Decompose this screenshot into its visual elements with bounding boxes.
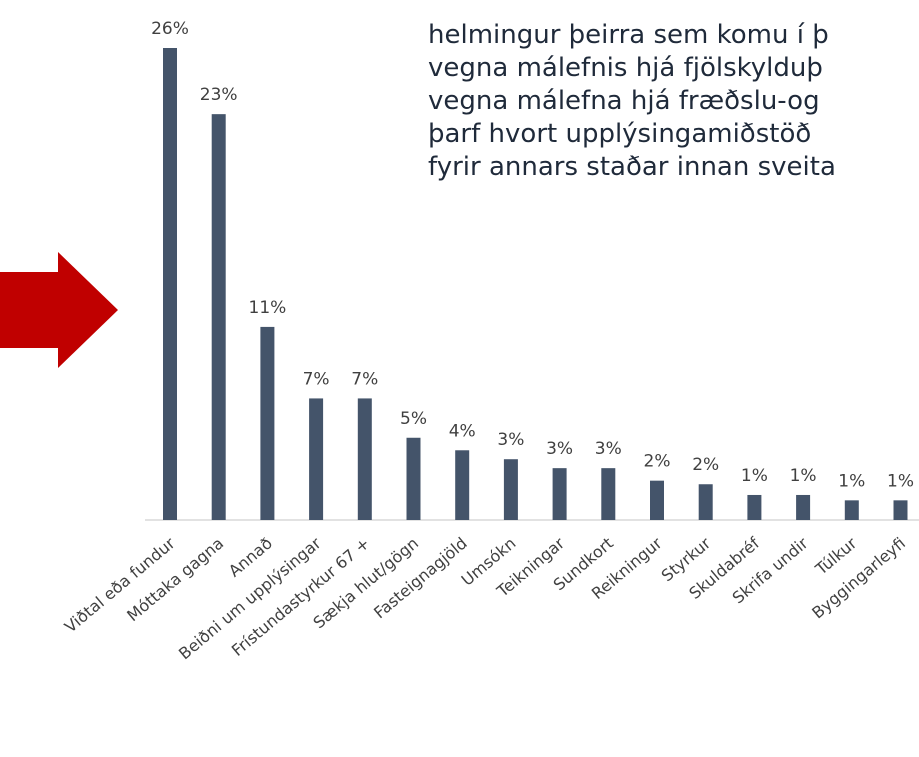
value-label: 3% [595, 439, 622, 459]
bar [406, 437, 421, 520]
value-label: 3% [497, 430, 524, 450]
paragraph-line: vegna málefna hjá fræðslu-og [428, 86, 820, 116]
bar [260, 326, 275, 520]
value-label: 11% [249, 298, 287, 318]
paragraph-line: vegna málefnis hjá fjölskylduþ [428, 53, 823, 83]
bar [503, 459, 518, 520]
paragraph-line: þarf hvort upplýsingamiðstöð [428, 119, 811, 149]
bar [893, 500, 908, 520]
value-label: 4% [449, 421, 476, 441]
value-label: 26% [151, 19, 189, 39]
value-label: 1% [790, 466, 817, 486]
bar [844, 500, 859, 520]
bar [601, 468, 616, 520]
paragraph-line: fyrir annars staðar innan sveita [428, 152, 836, 182]
bar [796, 494, 811, 520]
bar [552, 468, 567, 520]
bar [747, 494, 762, 520]
bar [163, 48, 177, 520]
value-label: 7% [303, 369, 330, 389]
bar [357, 398, 372, 520]
arrow [0, 252, 118, 368]
value-label: 2% [692, 455, 719, 475]
value-label: 2% [644, 452, 671, 472]
bar [309, 398, 324, 520]
bar [455, 450, 470, 520]
paragraph-line: helmingur þeirra sem komu í þ [428, 20, 829, 50]
value-label: 1% [741, 466, 768, 486]
value-label: 7% [351, 369, 378, 389]
value-label: 3% [546, 439, 573, 459]
bar [698, 484, 713, 520]
bar [211, 114, 226, 520]
value-label: 5% [400, 409, 427, 429]
value-label: 1% [838, 471, 865, 491]
value-label: 1% [887, 471, 914, 491]
value-label: 23% [200, 85, 238, 105]
bar [650, 480, 664, 520]
